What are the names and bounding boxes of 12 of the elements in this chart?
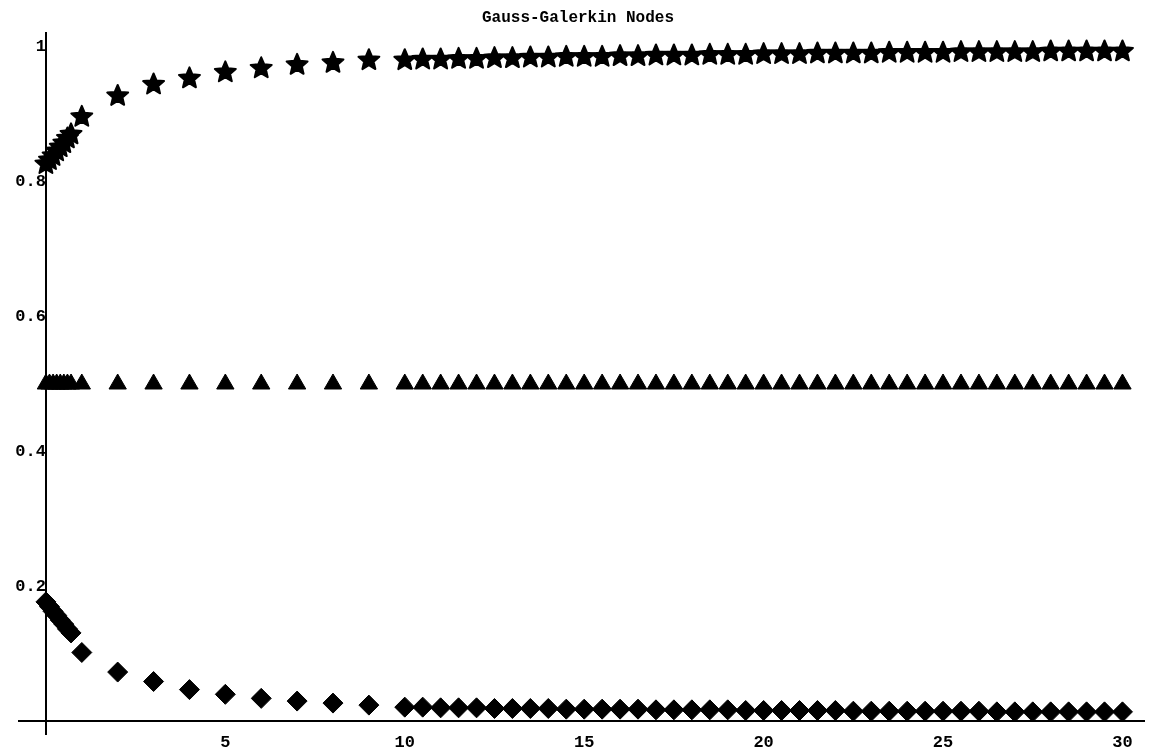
x-tick-label: 25 [932,732,954,752]
y-tick-label: 0.4 [15,441,46,461]
y-tick-label: 0.8 [15,171,46,191]
x-tick-label: 20 [753,732,774,752]
x-tick-label: 15 [573,732,595,752]
y-tick-label: 0.2 [15,576,46,596]
x-tick-label: 5 [220,732,231,752]
y-tick-label: 1 [35,36,46,56]
x-tick-label: 10 [394,732,415,752]
chart-title: Gauss-Galerkin Nodes [481,8,675,27]
x-tick-label: 30 [1112,732,1133,752]
y-tick-label: 0.6 [15,306,46,326]
